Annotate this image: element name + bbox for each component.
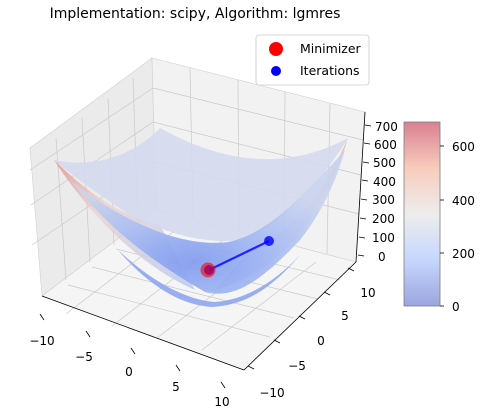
y-tick-label: −10	[259, 386, 284, 400]
legend-marker-minimizer	[269, 42, 283, 56]
z-tick-label: 700	[375, 120, 398, 134]
x-tick-label: 10	[214, 395, 229, 409]
z-tick-label: 600	[374, 138, 397, 152]
iteration-path	[200, 236, 274, 278]
z-tick-label: 0	[378, 250, 386, 264]
z-axis: 0 100 200 300 400 500 600 700	[357, 120, 398, 264]
x-tick-label: 0	[125, 365, 133, 379]
z-tick-label: 400	[373, 175, 396, 189]
colorbar-tick-label: 400	[452, 194, 475, 208]
iteration-point	[264, 236, 274, 246]
colorbar-tick-label: 0	[452, 300, 460, 314]
y-tick-label: −5	[288, 359, 306, 373]
chart-title: Implementation: scipy, Algorithm: lgmres	[49, 6, 341, 22]
z-tick-label: 300	[372, 193, 395, 207]
iteration-line	[208, 240, 270, 271]
surface-back	[54, 128, 348, 241]
y-tick-label: 0	[317, 334, 325, 348]
z-tick-label: 100	[372, 231, 395, 245]
axis-lines	[41, 111, 366, 371]
colorbar-gradient	[403, 121, 441, 307]
z-tick-label: 200	[372, 212, 395, 226]
y-tick-label: 5	[341, 309, 349, 323]
x-axis: −10 −5 0 5 10	[29, 313, 230, 409]
x-tick-label: −5	[75, 350, 93, 364]
minimizer-point	[200, 262, 216, 278]
y-tick-label: 10	[360, 286, 375, 300]
surface	[54, 128, 348, 307]
colorbar: 0 200 400 600	[403, 121, 475, 314]
colorbar-tick-label: 600	[452, 140, 475, 154]
x-tick-label: 5	[172, 380, 180, 394]
legend-label-iterations: Iterations	[300, 63, 360, 78]
x-tick-label: −10	[29, 334, 54, 348]
legend-marker-iterations	[271, 66, 281, 76]
surface-bowl	[70, 150, 345, 294]
legend: Minimizer Iterations	[255, 34, 370, 86]
legend-box	[255, 34, 370, 86]
legend-label-minimizer: Minimizer	[300, 41, 362, 56]
y-axis: −10 −5 0 5 10	[247, 267, 376, 400]
z-tick-label: 500	[373, 156, 396, 170]
surface-front-edge	[118, 250, 300, 307]
colorbar-tick-label: 200	[452, 247, 475, 261]
